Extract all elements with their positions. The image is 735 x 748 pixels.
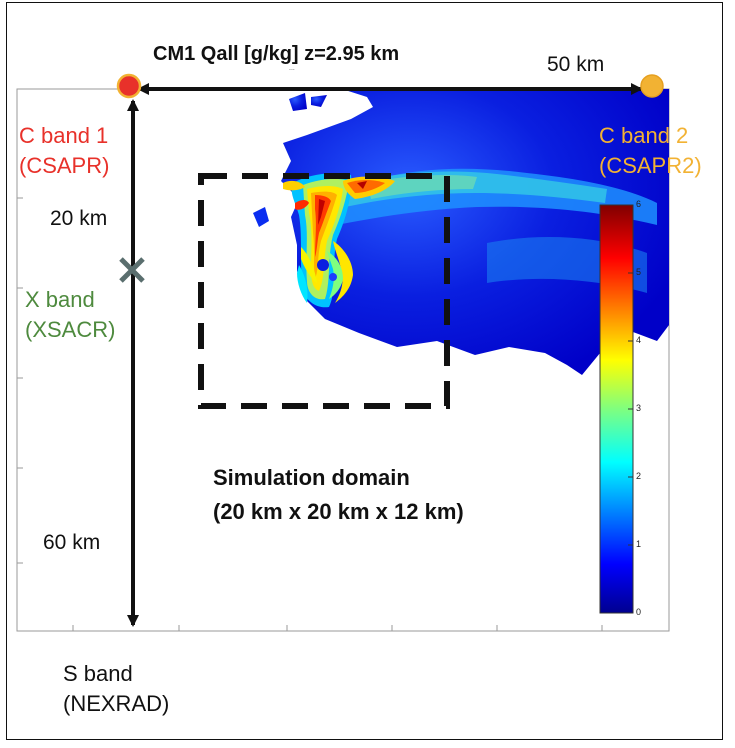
xband-distance-label: 20 km <box>50 207 108 230</box>
x-band-name: X band <box>25 287 95 312</box>
s-band-name: S band <box>63 661 133 686</box>
c-band-2-name: C band 2 <box>599 123 689 148</box>
colorbar-tick-label: 1 <box>636 539 642 549</box>
horizontal-distance-label: 50 km <box>547 53 605 76</box>
simulation-map <box>16 73 670 632</box>
c-band-2-marker <box>640 74 664 98</box>
s-band-code: (NEXRAD) <box>63 691 170 716</box>
colorbar-tick-label: 6 <box>636 199 642 209</box>
sband-distance-label: 60 km <box>43 531 101 554</box>
x-band-label: X band (XSACR) <box>25 285 115 345</box>
s-band-label: S band (NEXRAD) <box>63 659 169 719</box>
map-title: CM1 Qall [g/kg] z=2.95 km <box>153 43 400 65</box>
x-band-marker <box>119 257 145 283</box>
c-band-1-code: (CSAPR) <box>19 153 110 178</box>
tiny-note: ... <box>289 65 295 72</box>
c-band-1-label: C band 1 (CSAPR) <box>19 121 109 181</box>
colorbar-ticks <box>628 204 633 614</box>
simulation-domain-label: Simulation domain (20 km x 20 km x 12 km… <box>213 461 464 529</box>
storm-field <box>253 89 669 375</box>
colorbar-tick-label: 5 <box>636 267 642 277</box>
c-band-2-code: (CSAPR2) <box>599 153 702 178</box>
simulation-domain-box <box>198 173 450 409</box>
x-band-code: (XSACR) <box>25 317 116 342</box>
colorbar-tick-label: 2 <box>636 471 642 481</box>
colorbar-tick-label: 0 <box>636 607 642 617</box>
axis-ticks <box>17 197 603 631</box>
figure-frame: CM1 Qall [g/kg] z=2.95 km ... 50 km 20 k… <box>6 2 723 740</box>
colorbar-tick-label: 4 <box>636 335 642 345</box>
simulation-domain-title: Simulation domain <box>213 465 410 490</box>
colorbar-tick-label: 3 <box>636 403 642 413</box>
c-band-1-marker <box>116 73 142 99</box>
colorbar <box>599 204 634 614</box>
c-band-1-name: C band 1 <box>19 123 109 148</box>
c-band-2-label: C band 2 (CSAPR2) <box>599 121 702 181</box>
simulation-domain-size: (20 km x 20 km x 12 km) <box>213 499 464 524</box>
